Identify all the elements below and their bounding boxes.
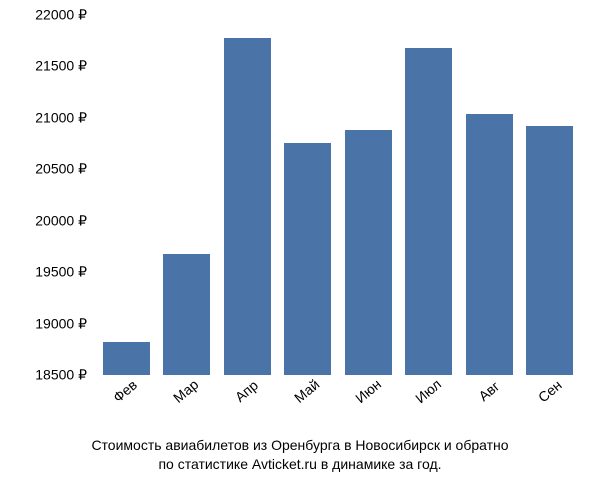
y-tick-label: 22000 ₽ [35, 7, 87, 24]
plot-area: 18500 ₽19000 ₽19500 ₽20000 ₽20500 ₽21000… [20, 15, 580, 375]
y-tick-label: 20000 ₽ [35, 212, 87, 229]
y-tick-label: 20500 ₽ [35, 161, 87, 178]
caption-line-1: Стоимость авиабилетов из Оренбурга в Нов… [91, 437, 508, 453]
bar-slot [520, 15, 581, 375]
bar-slot [157, 15, 218, 375]
bar-slot [278, 15, 339, 375]
bar [466, 114, 513, 375]
bar-slot [338, 15, 399, 375]
x-tick-label: Июл [398, 375, 459, 430]
price-chart: 18500 ₽ 19000 ₽ 19500 ₽ 20000 ₽ 20500 ₽ 21000… [0, 0, 600, 500]
bar-slot [399, 15, 460, 375]
bar [405, 48, 452, 375]
x-tick-label: Фев [95, 375, 156, 430]
bar [284, 143, 331, 375]
bar-slot [459, 15, 520, 375]
chart-caption: Стоимость авиабилетов из Оренбурга в Нов… [20, 436, 580, 474]
y-tick-label: 19000 ₽ [35, 315, 87, 332]
bars-row [96, 15, 580, 375]
bars-area [95, 15, 580, 375]
x-tick-label: Мар [156, 375, 217, 430]
bar [526, 126, 573, 375]
x-tick-label: Апр [216, 375, 277, 430]
x-tick-label: Сен [519, 375, 580, 430]
x-tick-label: Июн [338, 375, 399, 430]
caption-line-2: по статистике Avticket.ru в динамике за … [158, 456, 441, 472]
bar [224, 38, 271, 375]
bar [103, 342, 150, 375]
bar [163, 254, 210, 375]
x-tick-label: Май [277, 375, 338, 430]
y-axis: 18500 ₽19000 ₽19500 ₽20000 ₽20500 ₽21000… [20, 15, 95, 375]
bar-slot [217, 15, 278, 375]
y-tick-label: 21000 ₽ [35, 109, 87, 126]
x-tick-label: Авг [459, 375, 520, 430]
bar-slot [96, 15, 157, 375]
y-tick-label: 19500 ₽ [35, 264, 87, 281]
x-axis: ФевМарАпрМайИюнИюлАвгСен [95, 375, 580, 430]
bar [345, 130, 392, 375]
y-tick-label: 21500 ₽ [35, 58, 87, 75]
y-tick-label: 18500 ₽ [35, 367, 87, 384]
